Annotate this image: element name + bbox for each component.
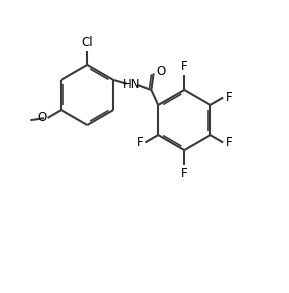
Text: O: O — [37, 111, 46, 124]
Text: F: F — [136, 136, 143, 149]
Text: Cl: Cl — [81, 36, 93, 49]
Text: F: F — [225, 91, 232, 104]
Text: F: F — [181, 167, 188, 180]
Text: O: O — [157, 65, 166, 79]
Text: HN: HN — [123, 78, 141, 91]
Text: F: F — [181, 60, 188, 73]
Text: F: F — [225, 136, 232, 149]
